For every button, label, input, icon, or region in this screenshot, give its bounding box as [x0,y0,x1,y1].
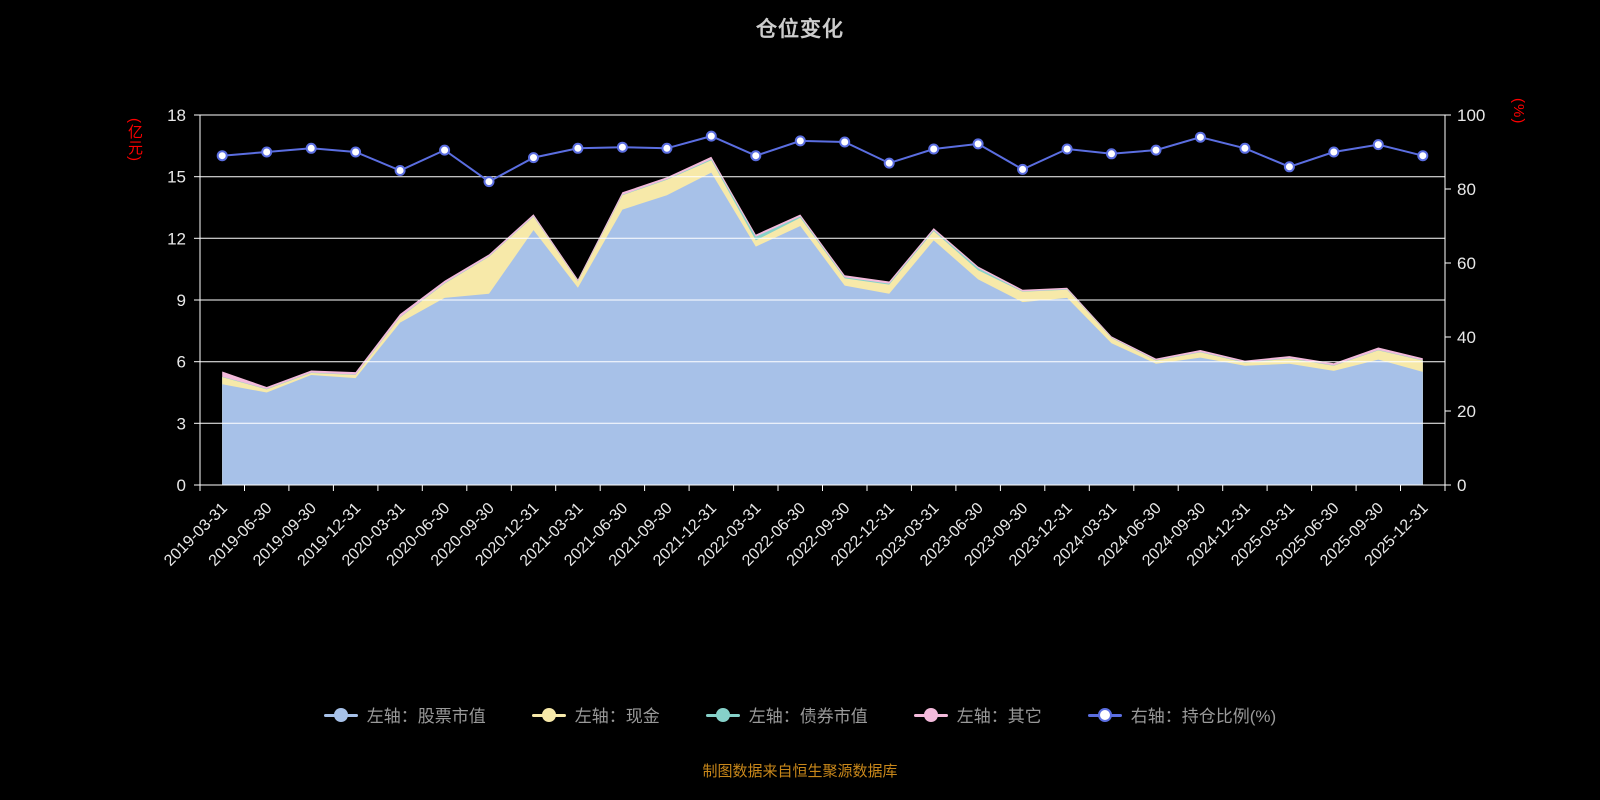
ratio-line-series [216,130,1429,188]
x-axis-labels: 2019-03-312019-06-302019-09-302019-12-31… [161,500,1432,570]
y-tick-label-right: 0 [1457,476,1466,495]
legend: 左轴：股票市值 左轴：现金 左轴：债券市值 左轴：其它 右轴：持仓比例(%) [0,702,1600,727]
ratio-marker [528,152,539,164]
legend-label-stock: 左轴：股票市值 [366,707,486,726]
right-axis-unit-label: (%) [1510,98,1527,125]
y-tick-label-right: 60 [1457,254,1476,273]
y-tick-label-right: 20 [1457,402,1476,421]
ratio-marker [1372,139,1384,151]
chart-title: 仓位变化 [756,18,844,41]
ratio-marker [1239,142,1251,154]
y-tick-label-right: 80 [1457,180,1476,199]
ratio-marker [661,142,673,154]
ratio-marker [350,146,362,158]
legend-item-other[interactable]: 左轴：其它 [913,702,1042,727]
ratio-marker [839,136,851,148]
y-tick-label-left: 9 [177,291,186,310]
legend-item-bond[interactable]: 左轴：债券市值 [705,702,868,727]
ratio-marker [394,165,406,176]
legend-item-cash[interactable]: 左轴：现金 [531,702,660,727]
ratio-marker [705,130,717,142]
legend-label-bond: 左轴：债券市值 [748,707,868,726]
stock-series-marker-icon [323,707,358,722]
ratio-marker [1283,161,1295,173]
y-tick-label-right: 100 [1457,106,1485,125]
ratio-line [222,135,1424,183]
grid-lines [199,114,1446,486]
other-series-marker-icon [913,707,948,722]
legend-label-other: 左轴：其它 [956,707,1042,726]
y-tick-label-left: 6 [177,353,186,372]
y-tick-label-left: 18 [167,106,186,125]
left-axis-unit-label: (亿元) [126,118,143,162]
ratio-marker [928,143,940,155]
ratio-marker [1417,150,1429,162]
y-tick-label-left: 3 [177,414,186,433]
source-note: 制图数据来自恒生聚源数据库 [702,763,898,780]
ratio-marker [883,157,895,169]
ratio-marker [1150,144,1162,156]
legend-label-cash: 左轴：现金 [574,707,660,726]
y-tick-label-left: 15 [167,168,186,187]
axis-ticks [194,114,1451,491]
ratio-marker [1328,146,1340,158]
ratio-marker [750,150,762,162]
bond-series-marker-icon [705,707,740,722]
area-series-0 [222,172,1423,485]
legend-label-ratio: 右轴：持仓比例(%) [1130,707,1277,726]
y-axis-labels-left: 0 3 6 9 12 15 18 [167,106,186,495]
ratio-marker [972,138,984,150]
ratio-marker [439,144,451,156]
ratio-marker [305,142,317,154]
y-tick-label-left: 0 [177,476,186,495]
ratio-marker [616,141,628,153]
ratio-marker [261,146,273,158]
legend-item-stock[interactable]: 左轴：股票市值 [323,702,486,727]
ratio-marker [1061,143,1073,155]
y-tick-label-left: 12 [167,229,186,248]
ratio-marker [216,150,228,162]
ratio-marker [1194,131,1206,143]
ratio-series-marker-icon [1087,707,1122,722]
ratio-marker [1017,163,1029,175]
ratio-marker [1106,148,1117,160]
y-axis-labels-right: 0 20 40 60 80 100 [1457,106,1485,495]
ratio-marker [483,176,495,188]
y-tick-label-right: 40 [1457,328,1476,347]
legend-item-ratio[interactable]: 右轴：持仓比例(%) [1087,702,1277,727]
ratio-marker [794,135,806,147]
cash-series-marker-icon [531,707,566,722]
stacked-areas [222,156,1423,485]
ratio-marker [572,142,584,154]
